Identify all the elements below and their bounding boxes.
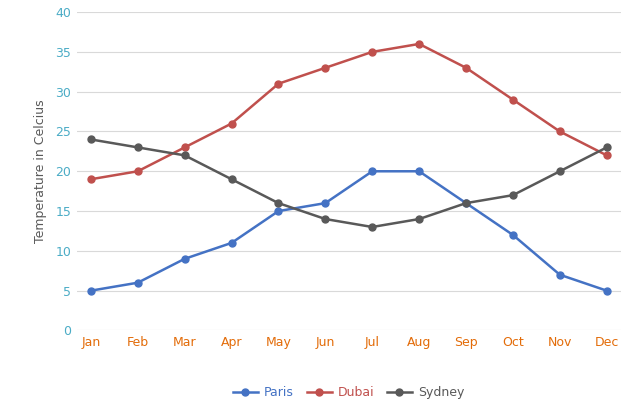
Paris xyxy=(87,288,95,293)
Paris xyxy=(603,288,611,293)
Dubai xyxy=(181,145,189,150)
Sydney xyxy=(134,145,141,150)
Paris xyxy=(509,233,516,237)
Dubai xyxy=(556,129,564,134)
Dubai xyxy=(87,177,95,182)
Line: Paris: Paris xyxy=(88,168,610,294)
Sydney xyxy=(87,137,95,142)
Sydney xyxy=(415,217,423,222)
Paris xyxy=(134,280,141,285)
Dubai xyxy=(509,97,516,102)
Paris xyxy=(228,241,236,245)
Paris xyxy=(369,169,376,174)
Dubai xyxy=(462,65,470,70)
Sydney xyxy=(321,217,329,222)
Dubai xyxy=(321,65,329,70)
Line: Dubai: Dubai xyxy=(88,40,610,183)
Dubai xyxy=(228,121,236,126)
Dubai xyxy=(415,42,423,46)
Sydney xyxy=(556,169,564,174)
Paris xyxy=(556,272,564,277)
Sydney xyxy=(509,193,516,197)
Legend: Paris, Dubai, Sydney: Paris, Dubai, Sydney xyxy=(228,381,470,403)
Sydney xyxy=(181,153,189,158)
Dubai xyxy=(603,153,611,158)
Sydney xyxy=(228,177,236,182)
Sydney xyxy=(275,201,282,206)
Line: Sydney: Sydney xyxy=(88,136,610,231)
Dubai xyxy=(134,169,141,174)
Paris xyxy=(415,169,423,174)
Sydney xyxy=(369,224,376,229)
Paris xyxy=(462,201,470,206)
Y-axis label: Temperature in Celcius: Temperature in Celcius xyxy=(34,100,47,243)
Dubai xyxy=(369,50,376,54)
Sydney xyxy=(462,201,470,206)
Paris xyxy=(275,209,282,214)
Sydney xyxy=(603,145,611,150)
Paris xyxy=(321,201,329,206)
Paris xyxy=(181,256,189,261)
Dubai xyxy=(275,81,282,86)
